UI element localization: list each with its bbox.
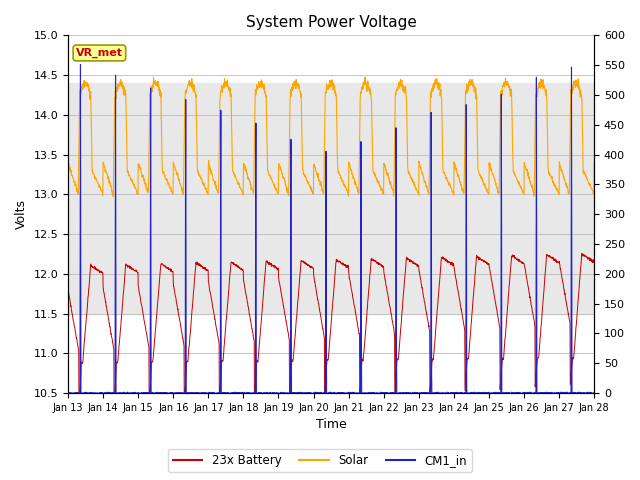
Title: System Power Voltage: System Power Voltage: [246, 15, 417, 30]
Legend: 23x Battery, Solar, CM1_in: 23x Battery, Solar, CM1_in: [168, 449, 472, 472]
Y-axis label: Volts: Volts: [15, 199, 28, 229]
Text: VR_met: VR_met: [76, 48, 123, 58]
Bar: [68, 83, 594, 313]
X-axis label: Time: Time: [316, 419, 346, 432]
